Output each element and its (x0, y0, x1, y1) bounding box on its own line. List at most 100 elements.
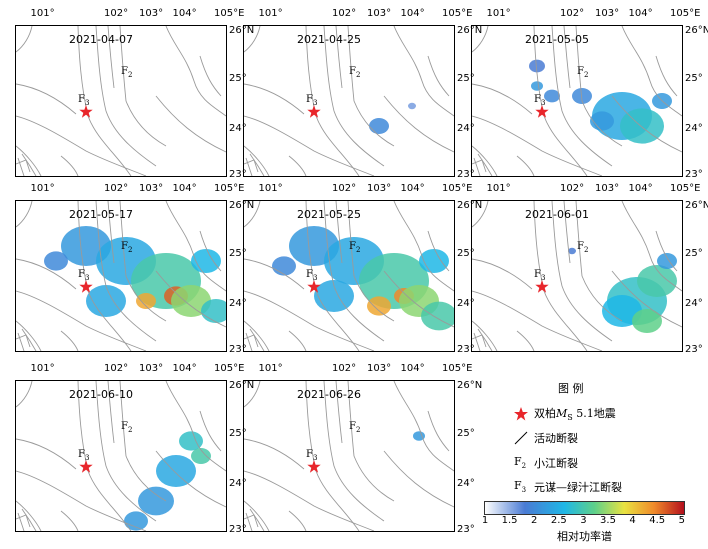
lat-tick: 26°N (457, 380, 483, 391)
lat-tick: 23° (229, 524, 247, 535)
fault-line (16, 201, 33, 228)
lon-tick: 102° (332, 8, 357, 19)
lon-tick: 105°E (670, 8, 701, 19)
fault-line (16, 83, 77, 115)
fault-label-f3: F3 (78, 269, 90, 282)
epicenter-star-icon (307, 460, 321, 473)
legend-title-text: 图 例 (558, 382, 584, 395)
fault-line (107, 201, 115, 264)
epicenter-suffix: 5.1地震 (572, 407, 616, 421)
lon-tick: 103° (139, 183, 164, 194)
lon-tick: 104° (400, 8, 425, 19)
fault-line (473, 157, 481, 176)
f3-name: 元谋—绿汁江断裂 (534, 481, 622, 494)
panel-date: 2021-04-07 (69, 33, 133, 46)
lat-tick: 25° (457, 428, 475, 439)
colorbar-tick: 3.5 (600, 515, 616, 526)
fault-line (477, 328, 493, 351)
fault-line (165, 201, 226, 292)
legend-f2-letter: F (514, 455, 522, 469)
lat-tick: 25° (229, 428, 247, 439)
spectrum-patch (367, 296, 391, 316)
spectrum-patch (44, 251, 68, 271)
fault-line (472, 145, 498, 176)
lon-tick: 102° (560, 183, 585, 194)
fault-line (16, 115, 147, 176)
fault-line (244, 290, 375, 351)
legend-f3: F3 元谋—绿汁江断裂 (514, 479, 622, 495)
fault-line (21, 153, 37, 176)
lat-tick: 25° (457, 248, 475, 259)
fault-line (288, 510, 307, 531)
fault-label-f3: F3 (534, 94, 546, 107)
lat-tick: 24° (229, 478, 247, 489)
lon-tick: 103° (595, 8, 620, 19)
colorbar-tick: 5 (678, 515, 685, 526)
lat-tick: 23° (685, 169, 703, 180)
fault-line (472, 258, 533, 290)
fault-line (244, 320, 270, 351)
fault-line (119, 26, 167, 147)
map-panel: 2021-06-26 F2 F3 (243, 380, 455, 532)
fault-line (473, 332, 481, 351)
fault-line (383, 450, 454, 508)
panel-date: 2021-05-25 (297, 208, 361, 221)
lat-tick: 24° (685, 123, 703, 134)
lon-tick: 101° (258, 363, 283, 374)
lon-tick: 101° (30, 183, 55, 194)
map-panel: 2021-04-07 F2 F3 (15, 25, 227, 177)
fault-line (245, 332, 253, 351)
spectrum-patch (179, 431, 203, 451)
panel-date: 2021-06-10 (69, 388, 133, 401)
lon-tick: 105°E (670, 183, 701, 194)
colorbar (484, 501, 685, 515)
fault-label-f3: F3 (306, 94, 318, 107)
epicenter-star-icon (79, 460, 93, 473)
map-canvas (472, 201, 682, 351)
fault-line (347, 26, 395, 147)
spectrum-patch (272, 256, 296, 276)
panel-date: 2021-04-25 (297, 33, 361, 46)
fault-line (60, 330, 79, 351)
fault-label-f2: F2 (577, 241, 589, 254)
fault-line (393, 381, 454, 472)
fault-label-f3: F3 (306, 449, 318, 462)
lat-tick: 23° (457, 344, 475, 355)
lat-tick: 23° (229, 169, 247, 180)
fault-line (244, 83, 305, 115)
map-canvas (472, 26, 682, 176)
fault-line (472, 83, 533, 115)
f2-name: 小江断裂 (534, 457, 578, 470)
fault-line (21, 328, 37, 351)
lon-tick: 104° (628, 8, 653, 19)
fault-label-f2: F2 (349, 421, 361, 434)
colorbar-tick: 2 (531, 515, 538, 526)
lon-tick: 105°E (442, 183, 473, 194)
lon-tick: 104° (172, 8, 197, 19)
epicenter-star-icon (535, 280, 549, 293)
spectrum-patch (124, 511, 148, 531)
spectrum-patch (138, 486, 174, 516)
fault-line (199, 230, 222, 272)
fault-label-f2: F2 (121, 66, 133, 79)
fault-line (16, 26, 33, 53)
fault-line (107, 381, 115, 444)
lon-tick: 104° (400, 183, 425, 194)
fault-line (472, 159, 487, 173)
colorbar-tick: 1.5 (501, 515, 518, 526)
lon-tick: 103° (139, 363, 164, 374)
lon-tick: 101° (30, 363, 55, 374)
epicenter-star-icon (535, 105, 549, 118)
fault-line (393, 201, 454, 292)
map-canvas (16, 201, 226, 351)
fault-line (347, 381, 395, 502)
spectrum-patch (191, 448, 211, 464)
lon-tick: 101° (30, 8, 55, 19)
lon-tick: 103° (595, 183, 620, 194)
fault-line (199, 55, 222, 97)
lon-tick: 102° (560, 8, 585, 19)
fault-line (244, 381, 261, 408)
fault-line (17, 332, 25, 351)
fault-line (244, 159, 259, 173)
lat-tick: 26°N (685, 25, 708, 36)
